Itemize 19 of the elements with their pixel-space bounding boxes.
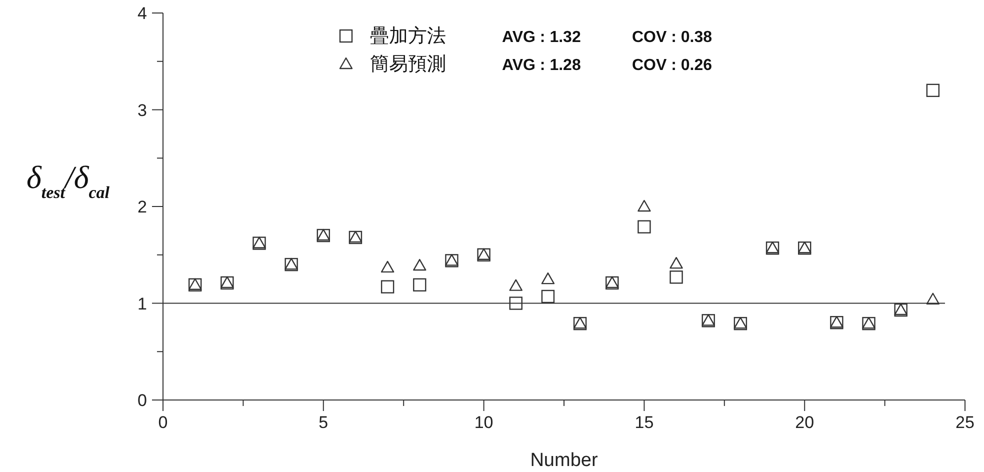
x-axis-title: Number	[530, 450, 598, 471]
x-tick-label: 10	[474, 413, 494, 432]
y-tick-label: 0	[138, 391, 147, 410]
legend-label: 簡易預測	[370, 54, 446, 75]
y-tick-label: 3	[138, 100, 147, 120]
y-axis-title: δ$_{test}$/δ$_{cal}$	[26, 159, 110, 202]
annotation: AVG : 1.32	[502, 29, 581, 46]
annotation: AVG : 1.28	[502, 57, 581, 74]
x-tick-label: 25	[956, 413, 974, 432]
y-tick-label: 2	[138, 198, 147, 216]
x-tick-label: 0	[158, 413, 168, 432]
x-tick-label: 20	[795, 413, 814, 432]
legend-label: 疊加方法	[370, 25, 446, 47]
y-tick-label: 4	[138, 4, 147, 23]
annotation: COV : 0.26	[632, 57, 712, 74]
annotation: COV : 0.38	[632, 29, 712, 46]
x-tick-label: 15	[634, 413, 654, 432]
y-tick-label: 1	[138, 294, 147, 314]
x-tick-label: 5	[318, 413, 328, 432]
